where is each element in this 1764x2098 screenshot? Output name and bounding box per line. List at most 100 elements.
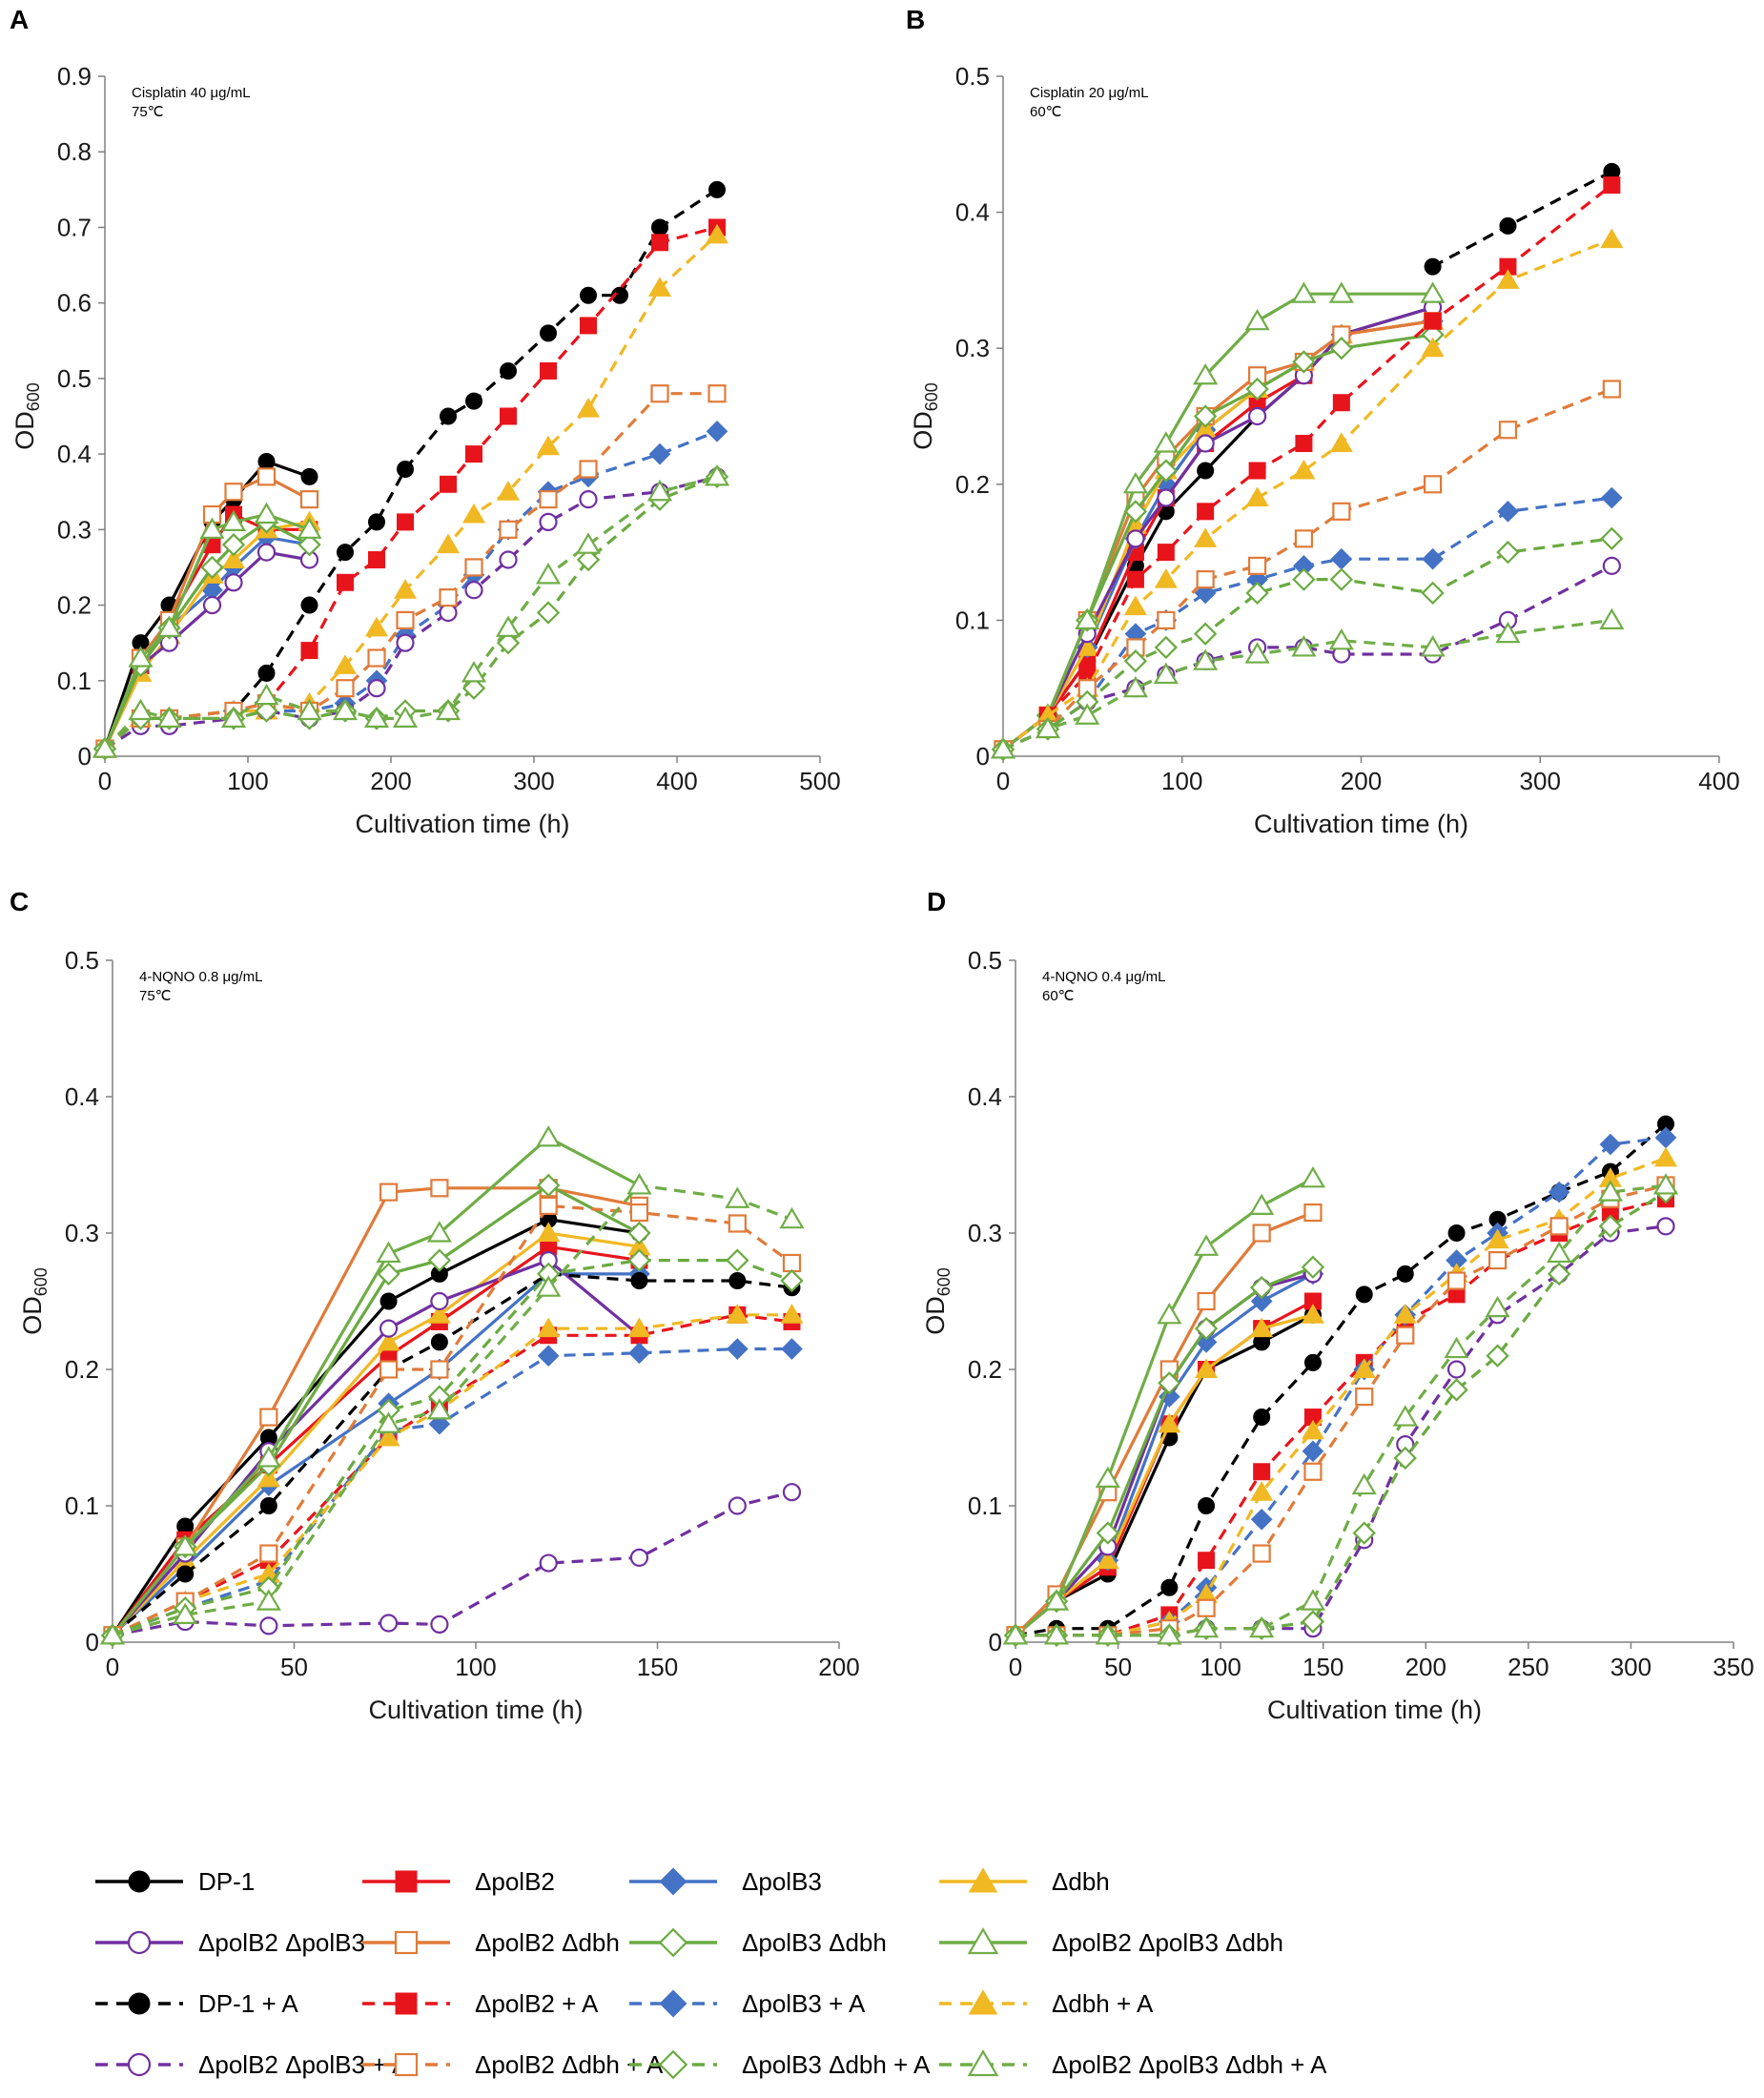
x-tick-label: 350 <box>1713 1653 1754 1681</box>
y-tick-label: 0.1 <box>955 606 990 634</box>
data-point <box>259 1616 278 1635</box>
data-point <box>436 533 461 554</box>
data-point <box>496 630 521 655</box>
y-axis-label-subscript: 600 <box>934 1267 954 1296</box>
y-axis-label: OD600 <box>909 382 941 450</box>
data-point <box>780 1268 804 1293</box>
data-point <box>1329 432 1353 453</box>
data-point <box>1249 1615 1275 1638</box>
data-point <box>1195 1358 1219 1378</box>
data-point <box>1123 500 1148 524</box>
legend-label: DP-1 <box>198 1867 255 1896</box>
condition-annotation: Cisplatin 40 μg/mL <box>132 85 251 101</box>
data-point <box>297 532 321 557</box>
series <box>92 464 730 758</box>
y-tick-label: 0.3 <box>65 1219 99 1247</box>
data-point <box>1157 488 1176 507</box>
x-tick-label: 500 <box>799 767 840 795</box>
y-tick-label: 0.1 <box>968 1491 1002 1520</box>
legend-entry: DP-1 <box>95 1867 255 1896</box>
data-point <box>1194 1234 1220 1256</box>
data-point <box>728 1496 747 1515</box>
data-point <box>426 1221 452 1243</box>
data-point <box>1301 1304 1324 1324</box>
data-point <box>1157 1302 1182 1325</box>
legend-marker <box>659 1867 687 1896</box>
y-tick-label: 0.4 <box>65 1082 99 1111</box>
data-point <box>430 1360 449 1379</box>
series <box>101 1263 650 1647</box>
data-point <box>426 1398 452 1420</box>
data-point <box>464 558 483 577</box>
data-point <box>440 475 457 493</box>
data-point <box>1424 257 1442 276</box>
chart-panel-d: D 0 0.1 0.2 0.3 0.4 0.5 0 50 100 150 200 250 300 350 Cu… <box>921 887 1754 1724</box>
series <box>103 1250 649 1645</box>
data-point <box>1291 281 1317 303</box>
series-line <box>112 1258 793 1637</box>
panels-layer: A 0 0.1 0.2 0.3 0.4 0.5 0.6 0.7 0.8 0.9 0 100 200 300 4… <box>10 5 1754 1724</box>
data-point <box>708 180 726 198</box>
legend: DP-1 ΔpolB2 ΔpolB3 Δdbh ΔpolB2 ΔpolB3 ΔpolB2 … <box>95 1867 1327 2080</box>
y-tick-label: 0 <box>989 1628 1002 1656</box>
data-point <box>439 603 458 623</box>
data-point <box>1043 1623 1070 1645</box>
legend-marker <box>394 2052 419 2077</box>
data-point <box>781 1338 803 1360</box>
data-point <box>782 1483 802 1502</box>
data-point <box>1248 556 1267 575</box>
data-point <box>1198 1497 1216 1514</box>
data-point <box>332 698 359 721</box>
data-point <box>1496 540 1520 565</box>
data-point <box>629 1203 649 1223</box>
data-point <box>1253 1409 1271 1427</box>
data-point <box>1249 1193 1275 1216</box>
data-point <box>1330 547 1353 570</box>
data-point <box>648 442 671 465</box>
data-point <box>1393 1446 1417 1471</box>
data-point <box>1498 421 1518 440</box>
data-point <box>465 445 482 463</box>
data-point <box>427 1304 451 1324</box>
series <box>1002 1173 1679 1645</box>
legend-entry: Δdbh + A <box>939 1989 1154 2018</box>
data-point <box>224 483 243 502</box>
data-point <box>1445 1378 1468 1402</box>
x-tick-label: 150 <box>1302 1653 1344 1681</box>
data-point <box>367 679 386 698</box>
data-point <box>393 579 418 599</box>
data-point <box>368 513 385 531</box>
data-point <box>1301 1419 1324 1440</box>
data-point <box>1329 337 1354 360</box>
y-tick-label: 0.7 <box>57 213 92 241</box>
legend-label: ΔpolB3 Δdbh + A <box>742 2050 931 2079</box>
data-point <box>1157 610 1176 630</box>
data-point <box>1160 1578 1179 1596</box>
x-axis-label: Cultivation time (h) <box>1254 810 1468 838</box>
data-point <box>259 1544 278 1563</box>
x-tick-label: 300 <box>1610 1653 1651 1681</box>
x-tick-label: 0 <box>1009 1653 1022 1681</box>
legend-entry: ΔpolB2 ΔpolB3 Δdbh <box>939 1927 1283 1957</box>
data-point <box>536 601 561 625</box>
series <box>96 218 726 758</box>
data-point <box>1153 431 1179 453</box>
data-point <box>1196 434 1215 453</box>
data-point <box>396 610 415 630</box>
data-point <box>1253 1463 1271 1481</box>
x-tick-label: 0 <box>996 767 1010 795</box>
data-point <box>1420 281 1446 303</box>
data-point <box>1396 1326 1415 1345</box>
data-point <box>368 551 385 569</box>
data-point <box>1303 1462 1323 1481</box>
data-point <box>299 490 319 509</box>
y-axis-label-subscript: 600 <box>31 1267 51 1296</box>
y-tick-label: 0.4 <box>968 1082 1002 1111</box>
data-point <box>1444 1336 1469 1359</box>
data-point <box>1095 1466 1120 1489</box>
data-point <box>539 1553 558 1573</box>
data-point <box>220 509 247 532</box>
data-point <box>540 361 557 380</box>
data-point <box>379 1319 399 1338</box>
